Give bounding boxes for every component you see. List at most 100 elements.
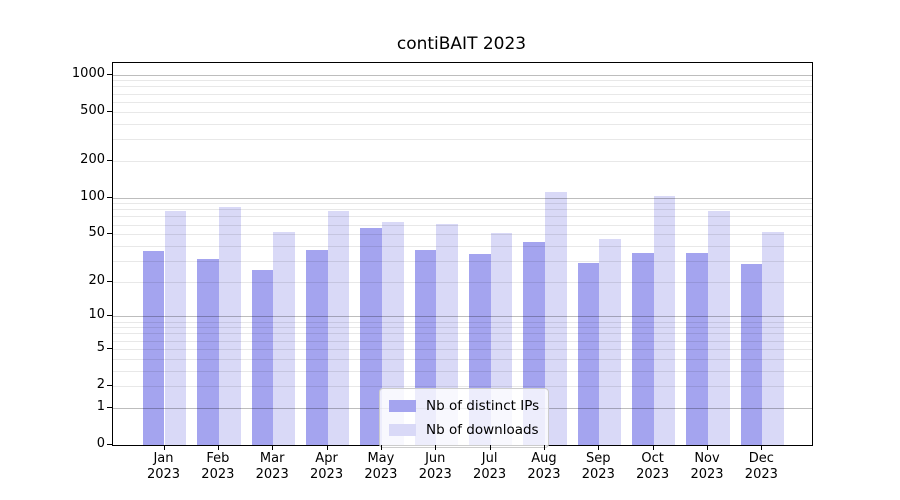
gridline-50 xyxy=(113,234,812,236)
legend-label-downloads: Nb of downloads xyxy=(426,422,539,438)
gridline-600 xyxy=(113,101,812,103)
x-tick-label-aug: Aug 2023 xyxy=(527,451,561,482)
bar-nb-of-downloads-mar xyxy=(273,232,295,445)
x-tick-label-may: May 2023 xyxy=(364,451,398,482)
y-tick-mark-1000 xyxy=(107,73,112,75)
x-tick-mark-oct xyxy=(652,445,654,450)
x-tick-mark-nov xyxy=(707,445,708,450)
gridline-20 xyxy=(113,281,812,283)
y-tick-label-100: 100 xyxy=(80,188,105,204)
x-tick-label-apr: Apr 2023 xyxy=(310,451,344,482)
x-tick-label-jul: Jul 2023 xyxy=(473,451,507,482)
bar-nb-of-downloads-oct xyxy=(653,196,676,445)
y-tick-mark-20 xyxy=(107,280,112,282)
gridline-4 xyxy=(113,358,812,360)
bar-nb-of-downloads-aug xyxy=(544,191,567,445)
y-tick-mark-0 xyxy=(107,444,112,445)
bar-nb-of-distinct-ips-sep xyxy=(577,262,600,445)
legend-swatch-distinct-ips xyxy=(389,400,416,412)
y-tick-label-1000: 1000 xyxy=(71,65,105,81)
bar-nb-of-distinct-ips-mar xyxy=(251,270,274,445)
legend-item-distinct-ips: Nb of distinct IPs xyxy=(389,395,539,417)
x-tick-mark-jul xyxy=(489,445,491,450)
gridline-60 xyxy=(113,224,812,226)
legend-swatch-downloads xyxy=(389,424,416,436)
gridline-8 xyxy=(113,327,812,329)
y-tick-mark-50 xyxy=(107,233,112,235)
bar-nb-of-downloads-nov xyxy=(708,211,730,445)
y-tick-label-5: 5 xyxy=(96,339,105,355)
gridline-400 xyxy=(113,123,812,125)
gridline-9 xyxy=(113,321,812,323)
gridline-6 xyxy=(113,340,812,342)
gridline-900 xyxy=(113,80,812,82)
bar-nb-of-distinct-ips-oct xyxy=(631,252,654,445)
bar-nb-of-downloads-apr xyxy=(327,210,350,445)
bar-nb-of-distinct-ips-dec xyxy=(740,264,763,445)
y-tick-mark-5 xyxy=(107,347,112,349)
bar-nb-of-downloads-dec xyxy=(762,232,785,445)
bar-nb-of-downloads-jan xyxy=(164,211,187,445)
x-tick-label-mar: Mar 2023 xyxy=(255,451,289,482)
gridline-70 xyxy=(113,216,812,218)
gridline-90 xyxy=(113,203,812,205)
gridline-3 xyxy=(113,370,812,372)
x-tick-mark-jan xyxy=(163,445,165,450)
gridline-300 xyxy=(113,138,812,140)
gridline-700 xyxy=(113,93,812,95)
x-tick-mark-jun xyxy=(435,445,437,450)
x-tick-mark-feb xyxy=(217,445,219,450)
legend-label-distinct-ips: Nb of distinct IPs xyxy=(426,398,540,414)
x-tick-mark-apr xyxy=(326,445,328,450)
chart-title: contiBAIT 2023 xyxy=(396,34,527,54)
gridline-1000 xyxy=(113,74,812,76)
plot-area: Nb of distinct IPs Nb of downloads xyxy=(112,62,813,448)
gridline-800 xyxy=(113,86,812,88)
y-tick-label-10: 10 xyxy=(88,307,105,323)
legend: Nb of distinct IPs Nb of downloads xyxy=(379,388,550,448)
gridline-40 xyxy=(113,245,812,247)
gridline-2 xyxy=(113,386,812,388)
y-tick-mark-10 xyxy=(107,315,112,317)
y-tick-label-500: 500 xyxy=(80,102,105,118)
y-tick-label-2: 2 xyxy=(96,377,105,393)
y-tick-label-1: 1 xyxy=(96,398,105,414)
y-tick-mark-500 xyxy=(107,110,112,112)
gridline-7 xyxy=(113,333,812,335)
x-tick-mark-aug xyxy=(543,445,545,450)
gridline-500 xyxy=(113,111,812,113)
x-tick-label-feb: Feb 2023 xyxy=(201,451,235,482)
gridline-30 xyxy=(113,260,812,262)
bar-nb-of-distinct-ips-feb xyxy=(197,259,219,445)
x-tick-label-sep: Sep 2023 xyxy=(581,451,615,482)
gridline-100 xyxy=(113,197,812,199)
x-tick-mark-dec xyxy=(761,445,763,450)
x-tick-mark-mar xyxy=(272,445,274,450)
y-tick-label-20: 20 xyxy=(88,272,105,288)
x-tick-label-jun: Jun 2023 xyxy=(418,451,452,482)
x-tick-label-jan: Jan 2023 xyxy=(146,451,181,482)
gridline-10 xyxy=(113,316,812,318)
x-tick-mark-sep xyxy=(598,445,600,450)
x-tick-mark-may xyxy=(380,445,382,450)
gridline-200 xyxy=(113,160,812,162)
x-tick-label-oct: Oct 2023 xyxy=(636,451,670,482)
gridline-80 xyxy=(113,209,812,211)
bar-nb-of-distinct-ips-nov xyxy=(686,252,708,445)
y-tick-mark-200 xyxy=(107,159,112,161)
legend-item-downloads: Nb of downloads xyxy=(389,419,539,441)
bar-nb-of-distinct-ips-jan xyxy=(142,251,165,445)
y-tick-label-50: 50 xyxy=(88,225,105,241)
bar-nb-of-downloads-feb xyxy=(218,207,241,445)
x-tick-label-dec: Dec 2023 xyxy=(744,451,778,482)
x-tick-label-nov: Nov 2023 xyxy=(690,451,724,482)
gridline-5 xyxy=(113,348,812,350)
y-tick-mark-1 xyxy=(107,406,112,408)
y-tick-mark-2 xyxy=(107,385,112,387)
bar-nb-of-downloads-sep xyxy=(599,238,621,445)
bar-nb-of-distinct-ips-may xyxy=(360,228,382,445)
y-tick-label-0: 0 xyxy=(96,436,105,451)
y-tick-label-200: 200 xyxy=(80,151,105,167)
y-tick-mark-100 xyxy=(107,196,112,198)
